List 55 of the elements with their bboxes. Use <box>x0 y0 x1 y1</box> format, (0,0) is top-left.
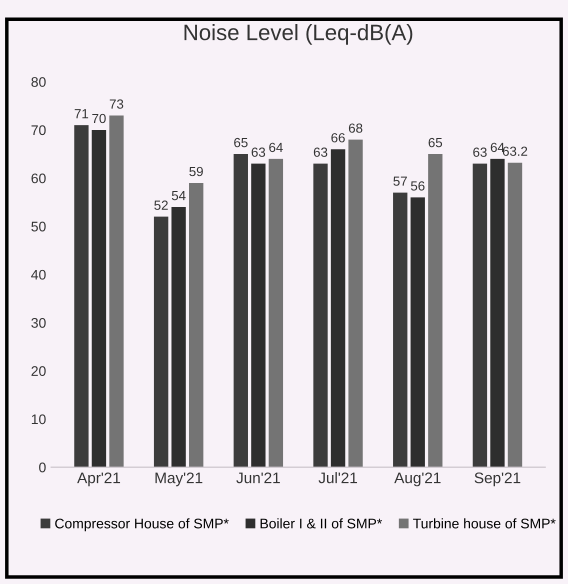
legend-label: Compressor House of SMP* <box>55 518 229 532</box>
x-tick-label: Jun'21 <box>236 472 280 484</box>
data-label: 64 <box>269 142 283 152</box>
bar <box>189 182 204 468</box>
bar <box>234 154 248 468</box>
x-tick-label: Sep'21 <box>474 472 520 486</box>
y-tick-label: 50 <box>31 222 46 232</box>
data-label: 59 <box>189 166 203 176</box>
data-label: 64 <box>490 142 504 152</box>
bar <box>74 125 89 468</box>
y-tick-label: 80 <box>31 77 46 87</box>
bar <box>109 115 124 468</box>
x-tick-label: May'21 <box>156 472 202 486</box>
bar <box>171 207 186 468</box>
y-tick-label: 40 <box>31 270 46 280</box>
bar <box>410 197 425 468</box>
legend-label: Boiler I & II of SMP* <box>260 518 382 528</box>
data-label: 54 <box>172 191 186 200</box>
data-label: 65 <box>234 138 248 148</box>
bar <box>154 216 168 468</box>
bar <box>348 140 363 468</box>
data-label: 71 <box>74 109 88 118</box>
bar <box>490 158 505 468</box>
chart-title: Noise Level (Leq-dB(A) <box>184 24 412 45</box>
y-tick-label: 30 <box>31 318 46 328</box>
bar <box>508 162 522 468</box>
data-label: 63 <box>473 148 487 157</box>
x-tick-label: Apr'21 <box>77 472 120 486</box>
y-tick-label: 60 <box>32 173 46 184</box>
data-label: 66 <box>331 133 345 142</box>
x-tick-label: Jul'21 <box>318 472 358 484</box>
bar <box>330 149 346 468</box>
bar <box>472 164 488 468</box>
bar <box>251 164 266 468</box>
x-tick-label: Aug'21 <box>394 472 441 486</box>
y-tick-label: 0 <box>39 462 46 472</box>
legend-label: Turbine house of SMP* <box>413 518 556 528</box>
data-label: 63.2 <box>502 146 528 156</box>
y-tick-label: 20 <box>32 366 46 376</box>
data-label: 56 <box>410 181 425 191</box>
data-label: 63 <box>252 148 266 157</box>
bar <box>428 154 442 468</box>
data-label: 73 <box>110 99 124 109</box>
data-label: 57 <box>393 176 407 186</box>
data-label: 68 <box>348 123 362 133</box>
bar <box>92 130 106 468</box>
bar <box>393 192 408 468</box>
data-label: 63 <box>314 148 328 157</box>
bar <box>268 158 284 468</box>
data-label: 65 <box>428 138 442 148</box>
data-label: 70 <box>92 114 106 124</box>
y-tick-label: 70 <box>32 125 46 136</box>
y-tick-label: 10 <box>32 414 46 424</box>
bar <box>313 164 328 468</box>
data-label: 52 <box>154 200 168 210</box>
